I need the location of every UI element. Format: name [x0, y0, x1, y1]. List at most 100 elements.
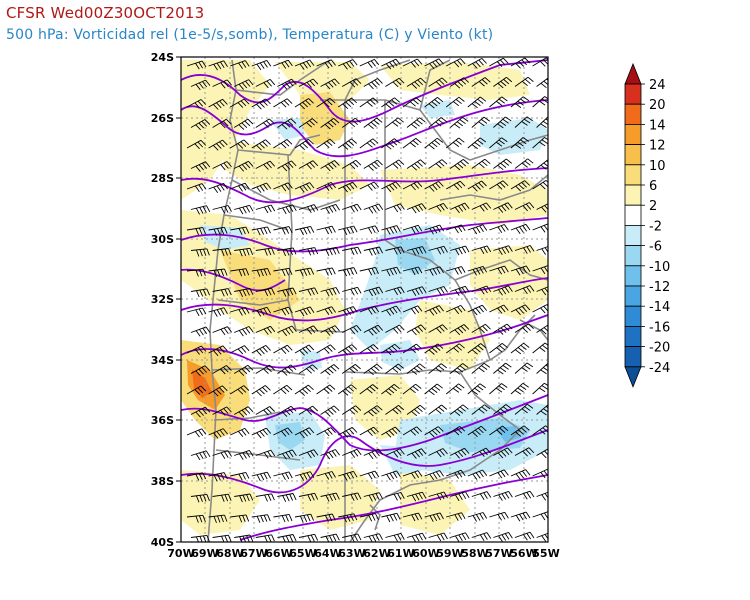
wind-barb: [493, 531, 513, 542]
colorbar-label: 10: [649, 159, 666, 174]
wind-barb: [381, 97, 401, 109]
wind-barb: [251, 98, 271, 110]
wind-barb: [251, 226, 271, 236]
wind-barb: [493, 404, 512, 416]
wind-barb: [337, 138, 357, 150]
wind-barb: [428, 404, 448, 415]
wind-barb: [428, 202, 448, 212]
lat-label: 24S: [151, 51, 174, 64]
wind-barb: [298, 492, 319, 502]
wind-barb: [385, 324, 405, 334]
wind-barb: [467, 137, 487, 150]
wind-barb: [424, 266, 444, 276]
wind-barb: [510, 469, 531, 480]
colorbar-label: -16: [649, 320, 670, 335]
colorbar-box: [624, 265, 642, 287]
wind-barb: [381, 266, 401, 277]
wind-barb: [514, 202, 535, 212]
wind-barb: [471, 116, 490, 128]
colorbar-box: [624, 346, 642, 368]
wind-barb: [273, 226, 293, 235]
wind-barb: [471, 285, 492, 295]
wind-barb: [532, 468, 548, 479]
wind-barb: [514, 158, 534, 169]
wind-barb: [510, 304, 531, 316]
wind-barb: [536, 491, 548, 501]
colorbar-box: [624, 144, 642, 166]
wind-barb: [445, 383, 465, 395]
wind-barb: [359, 97, 379, 108]
wind-barb: [363, 324, 384, 336]
wind-barb: [363, 363, 383, 376]
wind-barb: [406, 77, 427, 89]
wind-barb: [510, 382, 529, 395]
wind-barb: [208, 182, 228, 194]
wind-barb: [234, 534, 254, 542]
wind-barb: [316, 225, 336, 235]
wind-barb: [320, 325, 340, 336]
wind-barb: [428, 363, 447, 374]
wind-barb: [385, 492, 405, 501]
colorbar-label: 20: [649, 98, 666, 113]
wind-barb: [186, 60, 207, 70]
wind-barb: [385, 286, 405, 296]
wind-barb: [532, 382, 548, 395]
wind-barb: [342, 246, 362, 256]
wind-barb: [190, 326, 211, 337]
colorbar-label: -10: [649, 260, 670, 275]
wind-barb: [230, 268, 250, 277]
wind-barb: [230, 226, 250, 235]
lat-label: 28S: [151, 172, 174, 185]
colorbar-box: [624, 164, 642, 186]
wind-barb: [251, 385, 271, 397]
wind-barb: [532, 511, 548, 521]
wind-barb: [449, 324, 470, 336]
wind-barb: [406, 203, 427, 214]
wind-barb: [493, 158, 512, 171]
wind-barb: [381, 181, 401, 193]
wind-barb: [255, 325, 276, 335]
wind-barb: [385, 532, 405, 542]
wind-barb: [273, 59, 293, 69]
wind-barb: [233, 160, 254, 172]
wind-barb: [273, 513, 293, 523]
wind-barb: [190, 248, 210, 257]
colorbar-label: 14: [649, 118, 666, 133]
wind-barb: [381, 225, 401, 235]
wind-barb: [359, 138, 379, 149]
wind-barb: [277, 247, 297, 257]
wind-barb: [320, 246, 340, 256]
wind-barb: [273, 471, 293, 481]
wind-barb: [341, 159, 362, 170]
wind-barb: [510, 137, 530, 149]
wind-barb: [294, 344, 315, 356]
wind-barb: [359, 305, 380, 315]
wind-barb: [212, 118, 232, 129]
wind-barb: [532, 425, 548, 436]
wind-barb: [402, 426, 423, 436]
wind-barb: [493, 245, 513, 256]
wind-barb: [277, 325, 297, 337]
wind-barb: [467, 304, 488, 316]
wind-barb: [385, 363, 404, 374]
wind-barb: [536, 324, 548, 335]
wind-barb: [294, 513, 315, 523]
lon-label: 55W: [532, 547, 559, 560]
wind-barb: [406, 286, 427, 297]
wind-barb: [277, 204, 297, 215]
colorbar-label: 2: [649, 199, 657, 214]
wind-barb: [450, 491, 470, 502]
colorbar-label: -14: [649, 300, 670, 315]
wind-barb: [450, 532, 470, 542]
wind-barb: [251, 427, 272, 439]
wind-barb: [277, 449, 297, 460]
wind-barb: [402, 138, 422, 149]
wind-barb: [514, 323, 534, 333]
wind-barb: [489, 96, 508, 108]
wind-barb: [316, 513, 336, 522]
wind-barb: [424, 470, 444, 481]
wind-barb: [337, 384, 357, 396]
wind-barb: [514, 285, 535, 295]
wind-barb: [449, 363, 469, 375]
lon-label: 62W: [363, 547, 390, 560]
